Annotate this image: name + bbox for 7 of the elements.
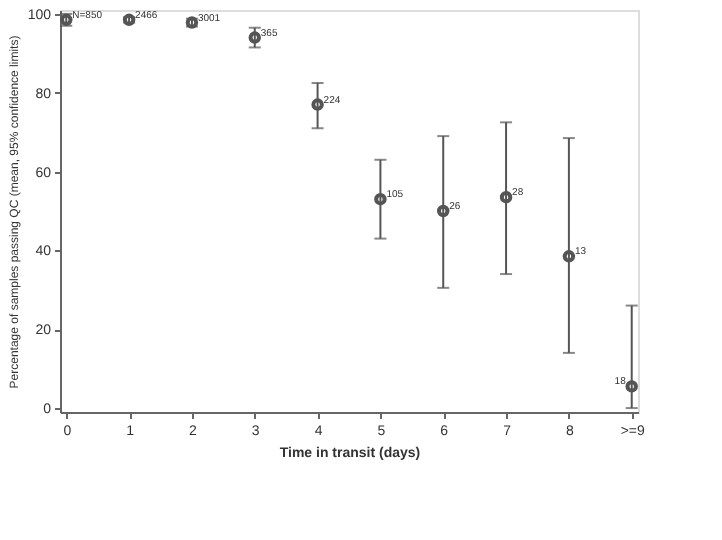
point [562, 250, 576, 263]
point [374, 192, 387, 206]
point [499, 190, 513, 204]
point [248, 31, 261, 44]
point [625, 380, 638, 393]
point [311, 98, 324, 111]
point [437, 204, 450, 218]
